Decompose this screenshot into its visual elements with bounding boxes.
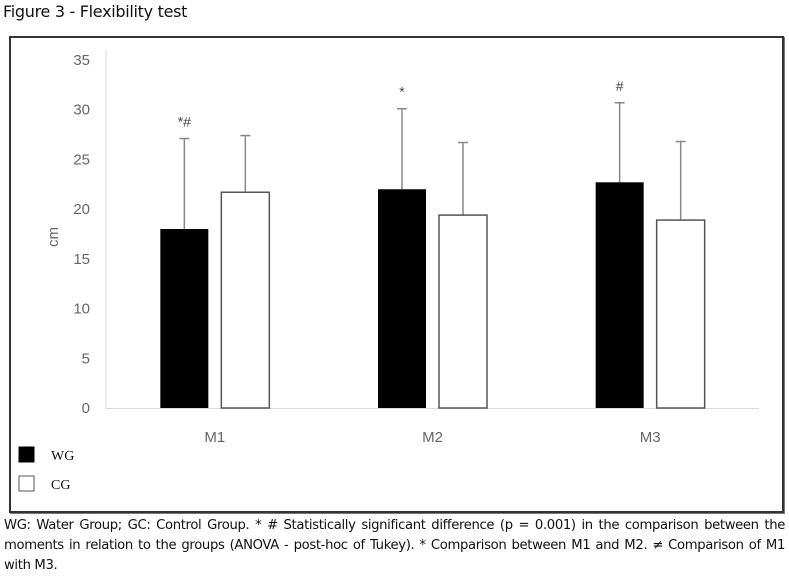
bar-WG-M1 <box>160 229 209 408</box>
figure-title: Figure 3 - Flexibility test <box>3 2 188 21</box>
y-tick-label: 15 <box>73 251 90 268</box>
y-tick-label: 30 <box>73 102 90 119</box>
significance-marker: *# <box>178 114 191 130</box>
x-tick-label: M3 <box>640 429 661 446</box>
y-tick-label: 20 <box>73 201 90 218</box>
legend: WG CG <box>18 446 74 493</box>
bar-group-M2: * <box>378 84 488 409</box>
y-axis-label: cm <box>45 227 62 247</box>
x-tick-label: M2 <box>422 429 443 446</box>
bar-group-M3: # <box>595 78 706 409</box>
significance-marker: # <box>616 78 624 94</box>
bar-group-M1: *# <box>160 114 271 409</box>
y-tick-label: 10 <box>73 301 90 318</box>
y-tick-label: 5 <box>82 350 90 367</box>
significance-marker: * <box>399 84 405 100</box>
legend-swatch-CG <box>18 475 35 492</box>
figure-caption: WG: Water Group; GC: Control Group. * # … <box>4 518 785 573</box>
legend-label-WG: WG <box>51 449 74 464</box>
y-tick-label: 35 <box>73 52 90 69</box>
bar-WG-M3 <box>595 182 644 408</box>
bar-CG-M3 <box>655 219 706 409</box>
bar-CG-M1 <box>220 191 271 409</box>
bars: *#* # <box>160 78 706 409</box>
legend-swatch-WG <box>18 446 35 463</box>
legend-label-CG: CG <box>51 478 70 493</box>
y-axis-ticks: 0 5 10 15 20 25 30 35 <box>73 52 90 417</box>
bar-WG-M2 <box>378 189 426 408</box>
bar-CG-M2 <box>438 214 488 409</box>
x-tick-label: M1 <box>204 429 225 446</box>
category-labels: M1 M2 M3 <box>204 429 660 446</box>
y-tick-label: 0 <box>82 400 90 417</box>
y-tick-label: 25 <box>73 151 90 168</box>
